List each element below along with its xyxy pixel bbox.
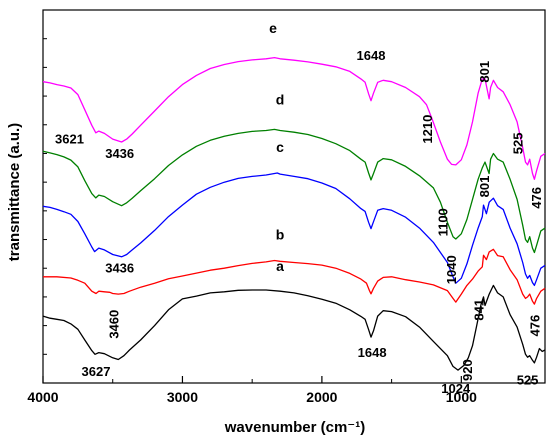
peak-label: 3436 <box>105 146 134 161</box>
curve-label-c: c <box>276 139 284 155</box>
curve-label-b: b <box>276 227 285 243</box>
peak-label: 1648 <box>358 345 387 360</box>
plot-frame <box>42 9 546 384</box>
y-axis-label: transmittance (a.u.) <box>6 123 23 261</box>
series-e-line <box>42 56 546 180</box>
curve-label-a: a <box>276 258 284 274</box>
curve-label-e: e <box>269 20 277 36</box>
peak-label: 920 <box>460 359 475 381</box>
peak-label: 525 <box>517 372 539 387</box>
x-tick-label: 2000 <box>306 389 337 405</box>
peak-label: 801 <box>477 176 492 198</box>
spectra-curves <box>42 56 546 371</box>
peak-label: 3460 <box>106 310 121 339</box>
series-b-line <box>43 248 546 305</box>
axes: 4000 3000 2000 1000 <box>27 9 546 405</box>
peak-label: 1024 <box>441 381 471 396</box>
peak-label: 1648 <box>357 48 386 63</box>
curve-label-d: d <box>276 92 285 108</box>
series-d-line <box>42 128 546 254</box>
series-a-line <box>42 284 546 371</box>
peak-label: 476 <box>529 187 544 209</box>
x-tick-label: 1000 <box>446 389 477 405</box>
peak-label: 1100 <box>435 208 450 236</box>
peak-label: 1040 <box>444 255 459 284</box>
peak-label: 3621 <box>55 131 84 146</box>
peak-label: 1210 <box>420 115 435 144</box>
x-tick-label: 3000 <box>167 389 198 405</box>
peak-label: 3436 <box>105 261 134 276</box>
x-tick-label: 4000 <box>27 389 58 405</box>
peak-label: 841 <box>472 299 487 321</box>
peak-label: 801 <box>477 61 492 83</box>
peak-annotations: e d c ba 1648 1210 801 525 476 3621 3436 1100 801 104… <box>55 20 544 396</box>
peak-label: 3627 <box>82 364 111 379</box>
peak-label: 525 <box>511 133 526 155</box>
x-axis-label: wavenumber (cm⁻¹) <box>224 419 365 436</box>
peak-label: 476 <box>527 315 542 337</box>
series-c-line <box>42 172 546 287</box>
